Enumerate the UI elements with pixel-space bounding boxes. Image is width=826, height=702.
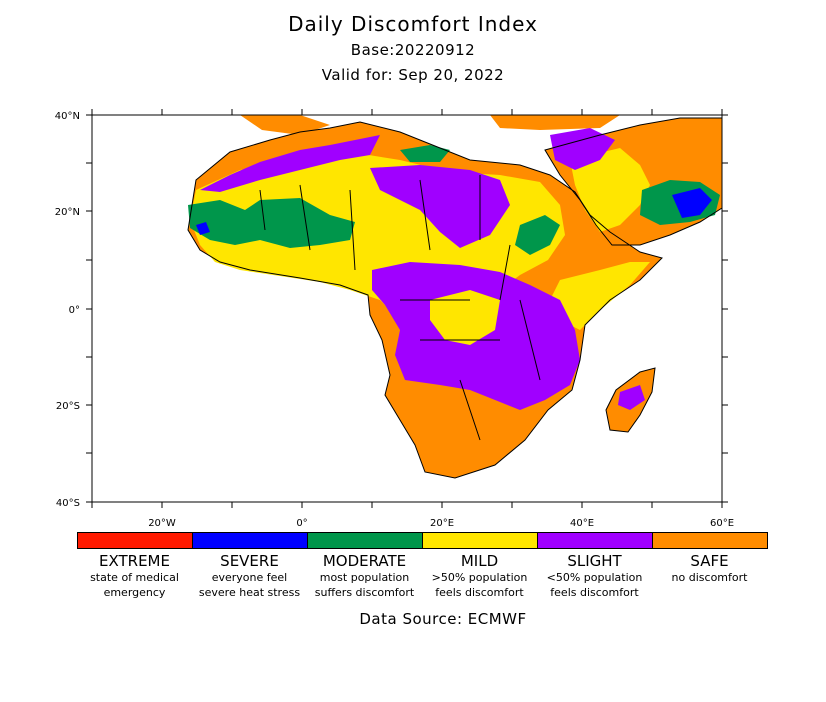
longitude-ticks bbox=[91, 109, 723, 508]
legend-label-extreme: EXTREME bbox=[99, 552, 170, 570]
legend-swatch-severe bbox=[192, 532, 308, 549]
region-slight-sahara bbox=[370, 165, 510, 248]
lon-label-20e: 20°E bbox=[430, 518, 454, 529]
region-slight-mada bbox=[618, 385, 645, 410]
legend-desc-extreme-1: state of medical bbox=[90, 571, 179, 584]
region-top-orange bbox=[240, 115, 620, 135]
legend-desc-severe-2: severe heat stress bbox=[198, 586, 301, 599]
lon-label-60e: 60°E bbox=[710, 518, 734, 529]
lon-label-20w: 20°W bbox=[148, 518, 176, 529]
legend-desc-moderate-1: most population bbox=[319, 571, 410, 584]
region-moderate-2 bbox=[515, 215, 560, 255]
lat-label-0: 0° bbox=[69, 305, 80, 316]
legend-desc-slight-2: feels discomfort bbox=[550, 586, 639, 599]
region-slight-north bbox=[200, 135, 380, 192]
lat-label-40s: 40°S bbox=[56, 498, 80, 509]
legend-label-slight: SLIGHT bbox=[567, 552, 622, 570]
lon-label-40e: 40°E bbox=[570, 518, 594, 529]
data-source: Data Source: ECMWF bbox=[359, 610, 527, 628]
valid-date: Valid for: Sep 20, 2022 bbox=[321, 66, 505, 84]
region-mild-arabia bbox=[570, 148, 650, 232]
legend-swatch-safe bbox=[652, 532, 768, 549]
region-slight-arabia bbox=[550, 128, 615, 170]
legend-label-severe: SEVERE bbox=[220, 552, 279, 570]
legend-desc-moderate-2: suffers discomfort bbox=[314, 586, 415, 599]
region-mild-center bbox=[430, 290, 500, 345]
region-severe-west bbox=[196, 222, 210, 235]
country-borders bbox=[187, 117, 723, 479]
region-moderate bbox=[188, 198, 355, 248]
base-date: Base:20220912 bbox=[350, 41, 476, 59]
lon-label-0: 0° bbox=[296, 518, 307, 529]
lat-label-40n: 40°N bbox=[55, 111, 80, 122]
legend-swatch-mild bbox=[422, 532, 538, 549]
region-mild-east bbox=[550, 262, 650, 330]
region-moderate-north bbox=[400, 145, 450, 162]
legend-swatch-extreme bbox=[77, 532, 193, 549]
map-title: Daily Discomfort Index bbox=[288, 12, 538, 36]
discomfort-map: 40°N 20°N 0° 20°S 40°S 20°W 0° 20°E 40°E… bbox=[55, 109, 734, 529]
legend-swatch-moderate bbox=[307, 532, 423, 549]
legend-desc-extreme-2: emergency bbox=[103, 586, 166, 599]
lat-label-20n: 20°N bbox=[55, 207, 80, 218]
legend-label-moderate: MODERATE bbox=[322, 552, 407, 570]
latitude-ticks bbox=[86, 114, 728, 503]
lat-label-20s: 20°S bbox=[56, 401, 80, 412]
legend-desc-severe-1: everyone feel bbox=[211, 571, 288, 584]
legend-label-safe: SAFE bbox=[690, 552, 729, 570]
legend-desc-slight-1: <50% population bbox=[546, 571, 643, 584]
legend-desc-mild-1: >50% population bbox=[431, 571, 528, 584]
legend-swatch-slight bbox=[537, 532, 653, 549]
legend-desc-safe-1: no discomfort bbox=[671, 571, 748, 584]
land-regions bbox=[188, 115, 722, 478]
legend-label-mild: MILD bbox=[460, 552, 499, 570]
legend-desc-mild-2: feels discomfort bbox=[435, 586, 524, 599]
region-severe-arabia bbox=[672, 188, 712, 218]
